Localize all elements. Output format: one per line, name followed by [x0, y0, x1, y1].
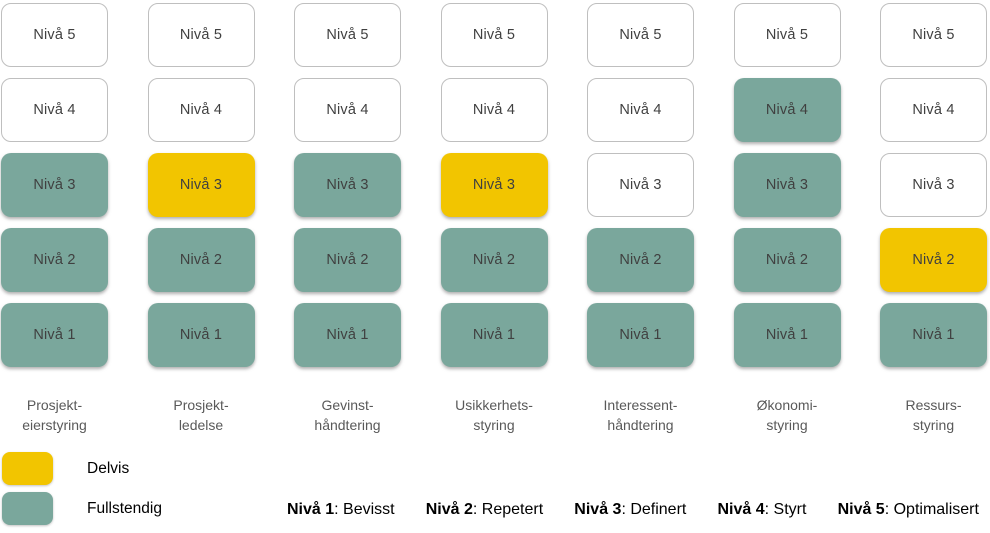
level-box: Nivå 1: [294, 303, 401, 367]
level-box: Nivå 3: [147, 153, 255, 217]
level-box: Nivå 5: [294, 3, 401, 67]
legend-label-fullstendig: Fullstendig: [87, 499, 162, 517]
level-definition-5-name: : Optimalisert: [884, 501, 979, 518]
level-box: Nivå 5: [1, 3, 108, 67]
level-box: Nivå 3: [587, 153, 694, 217]
level-definition-1-level: Nivå 1: [287, 501, 335, 518]
level-box: Nivå 4: [587, 78, 694, 142]
level-definition-2-name: : Repetert: [472, 501, 544, 518]
level-box: Nivå 3: [733, 153, 841, 217]
level-box: Nivå 1: [733, 303, 841, 367]
level-box: Nivå 5: [587, 3, 694, 67]
level-box: Nivå 3: [1, 153, 108, 217]
level-box: Nivå 4: [1, 78, 108, 142]
matrix-columns: Nivå 5 Nivå 4 Nivå 3 Nivå 2 Nivå 1 Prosjekt-e…: [1, 3, 987, 435]
level-box: Nivå 1: [440, 303, 548, 367]
matrix-column: Nivå 5 Nivå 4 Nivå 3 Nivå 2 Nivå 1 Prosjekt-l…: [147, 3, 255, 435]
level-box: Nivå 1: [1, 303, 108, 367]
matrix-column: Nivå 5 Nivå 4 Nivå 3 Nivå 2 Nivå 1 Prosjekt-e…: [1, 3, 108, 435]
matrix-column: Nivå 5 Nivå 4 Nivå 3 Nivå 2 Nivå 1 Økonomi-st…: [733, 3, 841, 435]
matrix-column: Nivå 5 Nivå 4 Nivå 3 Nivå 2 Nivå 1 Gevinst-hå…: [294, 3, 401, 435]
level-definition-4: Nivå 4: Styrt: [718, 500, 807, 519]
level-definition-3-name: : Definert: [621, 501, 687, 518]
level-box: Nivå 3: [294, 153, 401, 217]
level-definition-2-level: Nivå 2: [425, 501, 473, 518]
level-box: Nivå 3: [440, 153, 548, 217]
level-definition-4-name: : Styrt: [764, 501, 807, 518]
level-definition-3: Nivå 3: Definert: [574, 500, 686, 519]
level-box: Nivå 4: [440, 78, 548, 142]
level-box: Nivå 2: [440, 228, 548, 292]
legend-label-delvis: Delvis: [87, 459, 130, 477]
legend: Delvis Fullstendig: [2, 452, 162, 532]
level-box: Nivå 2: [294, 228, 401, 292]
column-label: Interessent-håndtering: [603, 397, 678, 433]
level-box: Nivå 1: [147, 303, 255, 367]
level-box: Nivå 1: [587, 303, 694, 367]
level-box: Nivå 3: [880, 153, 987, 217]
column-label: Økonomi-styring: [756, 397, 818, 433]
level-box: Nivå 5: [147, 3, 255, 67]
level-box: Nivå 2: [587, 228, 694, 292]
matrix-column: Nivå 5 Nivå 4 Nivå 3 Nivå 2 Nivå 1 Ressurs-st…: [880, 3, 987, 435]
level-definition-2: Nivå 2: Repetert: [426, 500, 543, 519]
column-label: Ressurs-styring: [905, 397, 962, 433]
level-box: Nivå 4: [294, 78, 401, 142]
level-definitions: Nivå 1: Bevisst Nivå 2: Repetert Nivå 3:…: [287, 500, 979, 519]
level-definition-3-level: Nivå 3: [574, 501, 622, 518]
level-box: Nivå 4: [147, 78, 255, 142]
level-definition-5-level: Nivå 5: [837, 501, 885, 518]
legend-item-fullstendig: Fullstendig: [2, 492, 162, 525]
matrix-column: Nivå 5 Nivå 4 Nivå 3 Nivå 2 Nivå 1 Interessen…: [587, 3, 694, 435]
level-definition-1-name: : Bevisst: [334, 501, 395, 518]
matrix-column: Nivå 5 Nivå 4 Nivå 3 Nivå 2 Nivå 1 Usikkerhet…: [440, 3, 548, 435]
column-label: Prosjekt-eierstyring: [22, 397, 87, 433]
level-box: Nivå 1: [880, 303, 987, 367]
fullstendig-color-swatch: [2, 492, 53, 525]
level-box: Nivå 4: [733, 78, 841, 142]
level-definition-1: Nivå 1: Bevisst: [287, 500, 395, 519]
legend-item-delvis: Delvis: [2, 452, 162, 485]
level-box: Nivå 5: [880, 3, 987, 67]
level-box: Nivå 2: [733, 228, 841, 292]
level-box: Nivå 2: [880, 228, 987, 292]
level-box: Nivå 5: [440, 3, 548, 67]
level-box: Nivå 5: [733, 3, 841, 67]
level-box: Nivå 4: [880, 78, 987, 142]
column-label: Gevinst-håndtering: [314, 397, 381, 433]
delvis-color-swatch: [2, 452, 53, 485]
column-label: Usikkerhets-styring: [455, 397, 533, 433]
level-definition-4-level: Nivå 4: [717, 501, 765, 518]
level-box: Nivå 2: [1, 228, 108, 292]
column-label: Prosjekt-ledelse: [173, 397, 229, 433]
level-definition-5: Nivå 5: Optimalisert: [838, 500, 979, 519]
level-box: Nivå 2: [147, 228, 255, 292]
